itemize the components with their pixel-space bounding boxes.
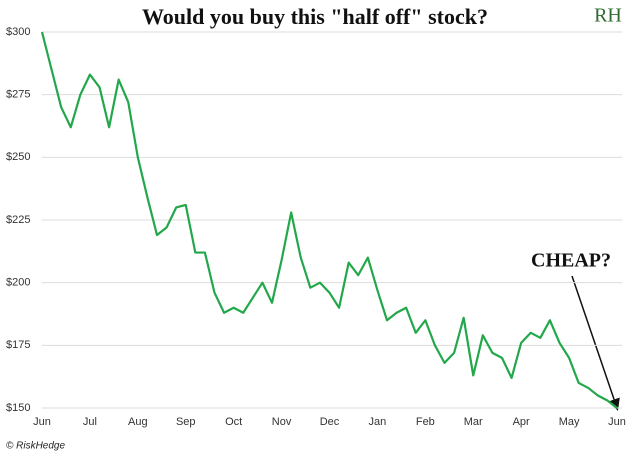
annotation-arrow [571, 275, 620, 411]
y-tick-label: $200 [6, 277, 30, 289]
x-tick-label: Nov [272, 416, 292, 428]
footer: © RiskHedge [6, 441, 65, 452]
x-tick-label: Sep [176, 416, 196, 428]
y-tick-label: $275 [6, 89, 30, 101]
y-tick-label: $250 [6, 151, 30, 163]
x-tick-label: Jun [33, 416, 51, 428]
logo: RH [594, 5, 622, 27]
x-tick-label: May [559, 416, 580, 428]
y-tick-label: $300 [6, 26, 30, 38]
chart-title: Would you buy this "half off" stock? [142, 4, 488, 29]
x-tick-label: Apr [513, 416, 530, 428]
x-tick-label: Mar [464, 416, 483, 428]
x-tick-label: Aug [128, 416, 148, 428]
x-tick-label: Jul [83, 416, 97, 428]
x-tick-label: Feb [416, 416, 435, 428]
y-tick-label: $150 [6, 402, 30, 414]
x-tick-label: Oct [225, 416, 242, 428]
annotation: CHEAP? [531, 250, 611, 272]
line [40, 31, 618, 409]
y-tick-label: $175 [6, 339, 30, 351]
y-tick-label: $225 [6, 214, 30, 226]
x-tick-label: Dec [320, 416, 340, 428]
x-tick-label: Jan [369, 416, 387, 428]
x-tick-label: Jun [608, 416, 626, 428]
